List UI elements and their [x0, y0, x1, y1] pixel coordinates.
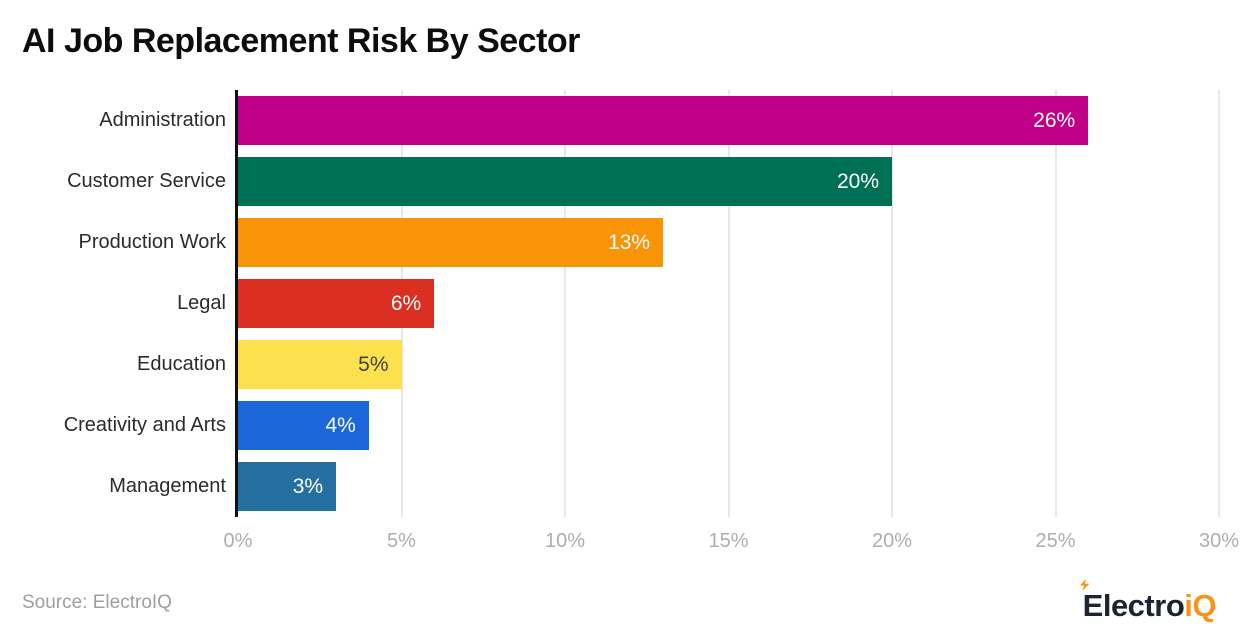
- chart-title: AI Job Replacement Risk By Sector: [22, 22, 580, 60]
- category-label: Administration: [99, 108, 226, 131]
- x-tick-label: 25%: [1035, 530, 1076, 552]
- category-label: Customer Service: [67, 169, 226, 192]
- value-label: 4%: [325, 413, 356, 437]
- gridline-10%: [564, 90, 566, 517]
- bar-production-work: 13%: [238, 218, 664, 267]
- gridline-30%: [1218, 90, 1220, 517]
- x-tick-label: 30%: [1198, 530, 1240, 552]
- category-label: Legal: [177, 291, 226, 314]
- logo-text-dark: Electro: [1079, 579, 1185, 623]
- gridline-15%: [727, 90, 730, 517]
- electroiq-logo: ElectroiQ: [1079, 579, 1216, 624]
- logo-text-accent: iQ: [1184, 588, 1216, 623]
- value-label: 6%: [390, 291, 422, 315]
- x-tick-label: 20%: [871, 530, 913, 552]
- value-label: 13%: [608, 230, 651, 254]
- bar-legal: 6%: [238, 279, 435, 328]
- category-label: Management: [109, 474, 226, 497]
- value-label: 3%: [292, 474, 324, 498]
- x-tick-label: 10%: [544, 530, 586, 552]
- lightning-bolt-icon: [1079, 579, 1090, 591]
- x-tick-label: 5%: [387, 530, 416, 552]
- plot-area: 26% 20% 13% 6% 5% 4% 3%: [235, 90, 1220, 517]
- value-label: 20%: [836, 169, 879, 193]
- bar-administration: 26%: [238, 96, 1089, 145]
- value-label: 5%: [358, 352, 389, 376]
- gridline-20%: [891, 90, 893, 517]
- value-label: 26%: [1033, 108, 1076, 132]
- x-tick-label: 15%: [708, 530, 749, 552]
- category-label: Production Work: [78, 230, 226, 253]
- bar-customer-service: 20%: [238, 157, 892, 206]
- category-label: Education: [137, 352, 226, 375]
- bar-education: 5%: [238, 340, 402, 389]
- y-axis-line: [235, 90, 238, 517]
- x-tick-label: 0%: [223, 530, 253, 552]
- gridline-25%: [1054, 90, 1057, 517]
- category-label: Creativity and Arts: [63, 413, 226, 436]
- bar-management: 3%: [238, 462, 337, 511]
- source-note: Source: ElectroIQ: [22, 592, 172, 613]
- bar-creativity-and-arts: 4%: [238, 401, 369, 450]
